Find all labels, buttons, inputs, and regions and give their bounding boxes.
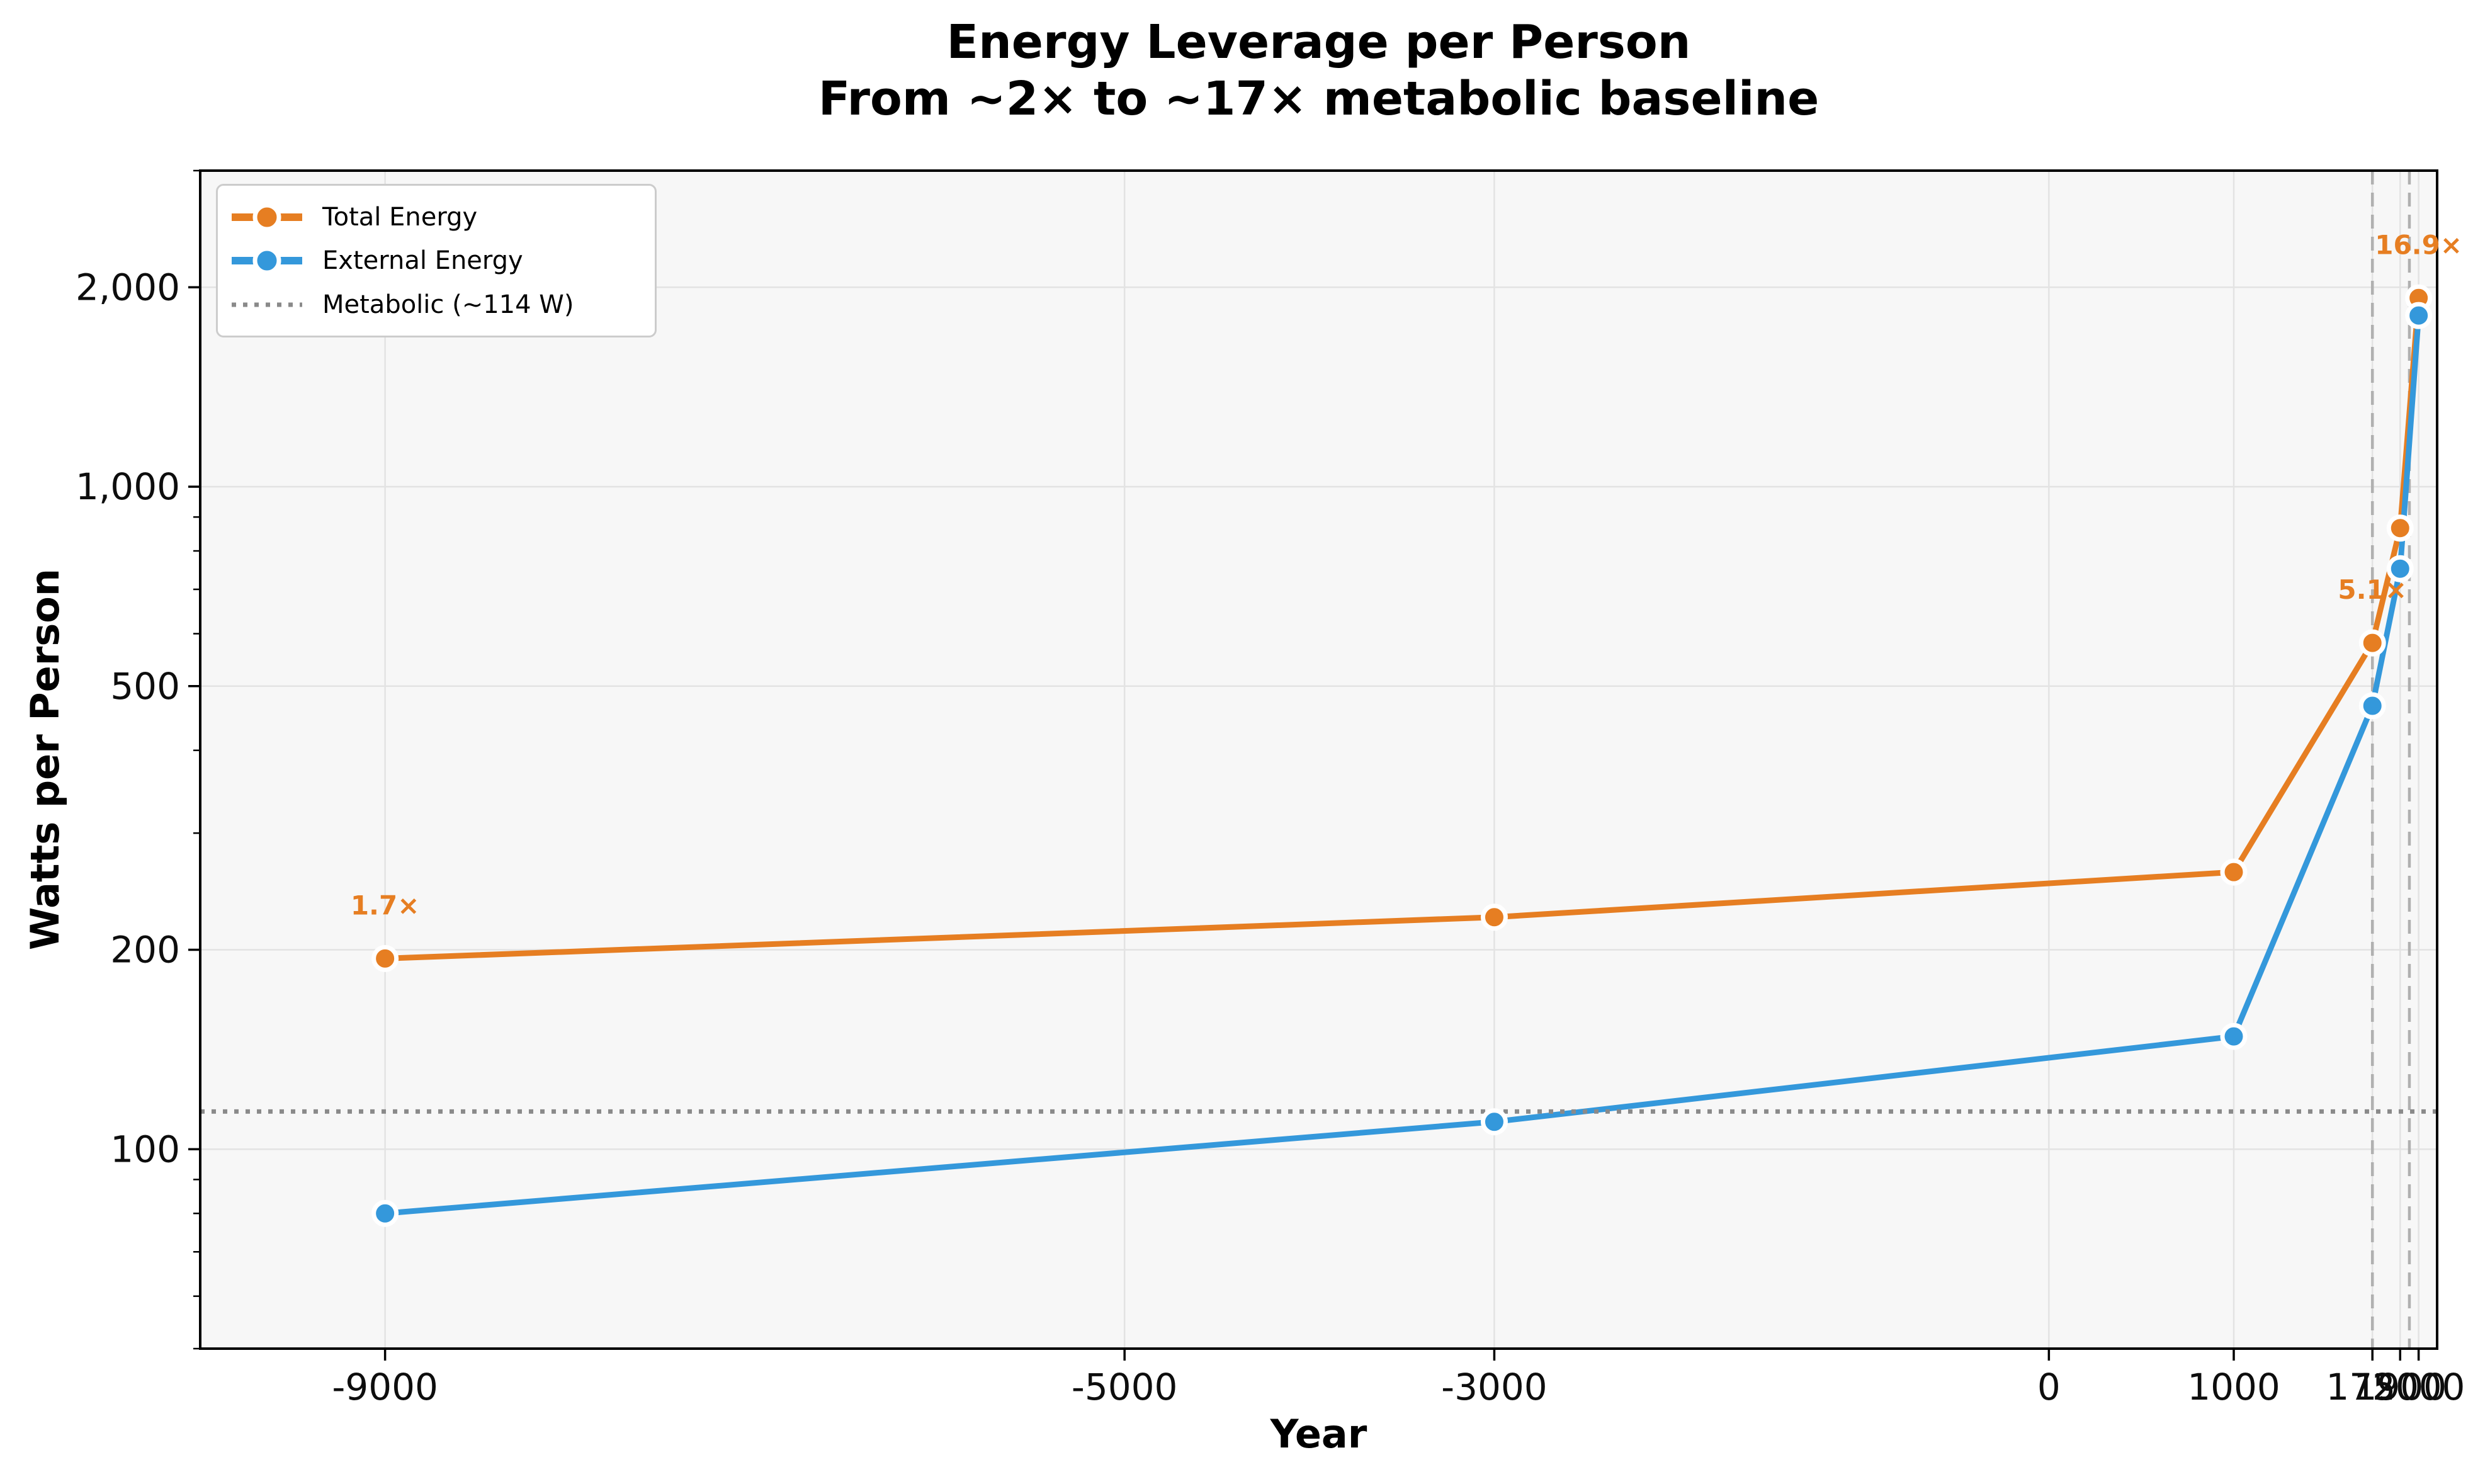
legend-label-external-energy: External Energy [322,246,523,275]
legend-item-metabolic: Metabolic (~114 W) [228,287,645,322]
x-tick-label: 1750 [2326,1366,2419,1408]
y-tick-label: 500 [110,665,180,708]
y-tick-label: 1,000 [76,465,180,508]
external-energy-point [371,1199,399,1227]
legend: Total Energy External Energy Metabolic (… [216,184,657,337]
plot-border [199,169,2438,1350]
annotation-label: 5.1× [2338,574,2407,605]
chart-title-line1: Energy Leverage per Person [946,15,1691,69]
total-energy-point [2220,858,2248,886]
x-axis-label: Year [1270,1411,1367,1457]
y-tick-label: 200 [110,929,180,971]
y-tick-label: 2,000 [76,266,180,309]
x-tick-label: 1900 [2353,1366,2447,1408]
external-energy-point [1480,1108,1508,1136]
external-energy-point [2405,302,2433,329]
total-energy-point [1480,903,1508,931]
y-tick-label: 100 [110,1128,180,1170]
legend-label-metabolic: Metabolic (~114 W) [322,290,574,319]
chart-title: Energy Leverage per Person From ~2× to ~… [200,14,2437,128]
x-tick-label: 0 [2037,1366,2061,1408]
annotation-label: 1.7× [351,890,420,920]
x-tick-label: 2000 [2372,1366,2465,1408]
total-energy-point [2386,514,2414,542]
total-energy-point [2358,629,2386,657]
chart-title-line2: From ~2× to ~17× metabolic baseline [818,72,1819,127]
plot-background [200,171,2437,1349]
total-energy-swatch-icon [232,203,302,231]
y-axis-label-wrap: Watts per Person [10,35,79,1484]
external-energy-point [2358,692,2386,720]
x-tick-label: -5000 [1072,1366,1178,1408]
legend-label-total-energy: Total Energy [322,202,478,232]
legend-item-external-energy: External Energy [228,243,645,278]
x-tick-label: -9000 [332,1366,438,1408]
x-tick-label: -3000 [1441,1366,1548,1408]
external-energy-point [2220,1022,2248,1050]
annotation-label: 16.9× [2375,229,2462,260]
total-energy-point [371,944,399,972]
external-energy-point [2386,555,2414,582]
legend-item-total-energy: Total Energy [228,200,645,235]
external-energy-swatch-icon [232,246,302,275]
y-axis-label: Watts per Person [21,568,68,951]
x-tick-label: 1000 [2187,1366,2280,1408]
metabolic-swatch-icon [232,302,302,307]
